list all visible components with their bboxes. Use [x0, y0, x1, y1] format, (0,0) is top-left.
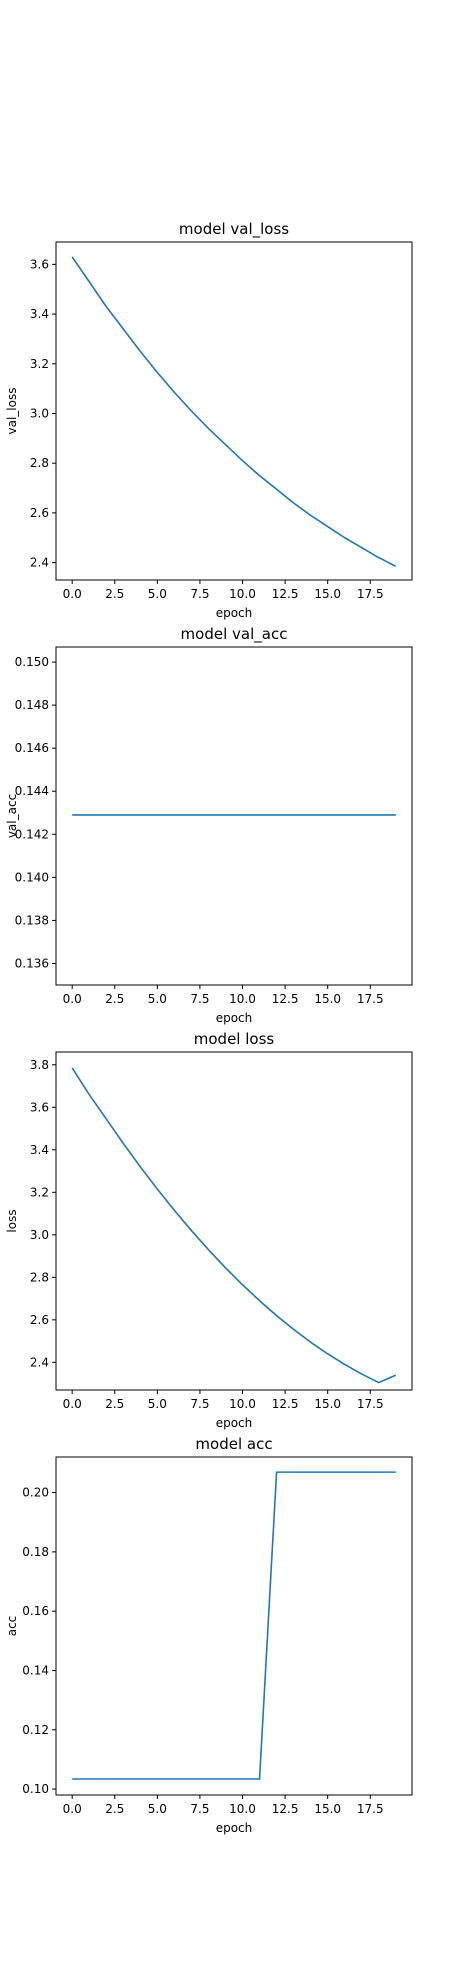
- y-tick-label: 0.138: [15, 913, 49, 927]
- y-axis-label: val_loss: [5, 388, 19, 435]
- chart-title: model loss: [194, 1030, 275, 1048]
- y-axis-label: acc: [5, 1616, 19, 1637]
- series-line: [71, 256, 397, 568]
- x-tick-label: 10.0: [229, 1397, 256, 1411]
- x-tick-label: 7.5: [190, 1397, 209, 1411]
- x-tick-label: 5.0: [148, 1802, 167, 1816]
- x-tick-label: 17.5: [357, 992, 384, 1006]
- x-tick-label: 12.5: [272, 1397, 299, 1411]
- x-tick-label: 7.5: [190, 1802, 209, 1816]
- y-tick-label: 2.8: [30, 1270, 49, 1284]
- x-tick-label: 0.0: [63, 1802, 82, 1816]
- x-tick-label: 2.5: [105, 587, 124, 601]
- chart-panel-acc: model acc epoch acc 0.0 2.5 5.0 7.5 10.0 12.5…: [5, 1435, 413, 1835]
- x-tick-label: 0.0: [63, 1397, 82, 1411]
- x-axis: 0.0 2.5 5.0 7.5 10.0 12.5 15.0 17.5: [63, 985, 384, 1006]
- y-tick-label: 0.146: [15, 741, 49, 755]
- x-tick-label: 15.0: [314, 992, 341, 1006]
- y-axis-label: val_acc: [5, 794, 19, 838]
- x-tick-label: 7.5: [190, 587, 209, 601]
- x-tick-label: 5.0: [148, 992, 167, 1006]
- y-axis-label: loss: [5, 1209, 19, 1232]
- y-tick-label: 2.4: [30, 556, 49, 570]
- x-tick-label: 7.5: [190, 992, 209, 1006]
- y-tick-label: 3.0: [30, 1228, 49, 1242]
- x-axis-label: epoch: [216, 606, 253, 620]
- x-tick-label: 2.5: [105, 1802, 124, 1816]
- x-tick-label: 10.0: [229, 587, 256, 601]
- x-tick-label: 10.0: [229, 1802, 256, 1816]
- y-tick-label: 3.0: [30, 406, 49, 420]
- x-tick-label: 12.5: [272, 1802, 299, 1816]
- y-tick-label: 0.150: [15, 655, 49, 669]
- chart-title: model acc: [195, 1435, 272, 1453]
- x-tick-label: 5.0: [148, 587, 167, 601]
- chart-title: model val_loss: [179, 220, 289, 239]
- chart-title: model val_acc: [181, 625, 288, 644]
- plot-series: [71, 256, 397, 568]
- series-line: [72, 1471, 396, 1780]
- y-tick-label: 0.16: [22, 1604, 49, 1618]
- y-axis: 2.4 2.6 2.8 3.0 3.2 3.4 3.6 3.8: [30, 1058, 56, 1369]
- y-tick-label: 3.8: [30, 1058, 49, 1072]
- y-tick-label: 0.12: [22, 1723, 49, 1737]
- y-axis: 0.10 0.12 0.14 0.16 0.18 0.20: [22, 1486, 56, 1796]
- y-axis: 0.136 0.138 0.140 0.142 0.144 0.146 0.148 0.150: [15, 655, 56, 970]
- x-axis-label: epoch: [216, 1416, 253, 1430]
- y-tick-label: 0.14: [22, 1663, 49, 1677]
- y-tick-label: 0.136: [15, 956, 49, 970]
- y-tick-label: 0.20: [22, 1486, 49, 1500]
- y-tick-label: 3.6: [30, 257, 49, 271]
- x-tick-label: 5.0: [148, 1397, 167, 1411]
- y-tick-label: 3.4: [30, 1143, 49, 1157]
- y-tick-label: 3.2: [30, 1185, 49, 1199]
- y-tick-label: 2.6: [30, 1313, 49, 1327]
- x-axis: 0.0 2.5 5.0 7.5 10.0 12.5 15.0 17.5: [63, 580, 384, 601]
- x-axis: 0.0 2.5 5.0 7.5 10.0 12.5 15.0 17.5: [63, 1795, 384, 1816]
- x-axis: 0.0 2.5 5.0 7.5 10.0 12.5 15.0 17.5: [63, 1390, 384, 1411]
- y-tick-label: 0.10: [22, 1782, 49, 1796]
- x-tick-label: 2.5: [105, 1397, 124, 1411]
- x-axis-label: epoch: [216, 1821, 253, 1835]
- y-tick-label: 3.6: [30, 1100, 49, 1114]
- chart-panel-val-acc: model val_acc epoch val_acc 0.0 2.5 5.0 7.5…: [5, 625, 413, 1025]
- x-tick-label: 15.0: [314, 1802, 341, 1816]
- x-tick-label: 17.5: [357, 1397, 384, 1411]
- x-tick-label: 17.5: [357, 587, 384, 601]
- plot-frame: [55, 241, 413, 581]
- y-tick-label: 3.2: [30, 357, 49, 371]
- x-tick-label: 12.5: [272, 992, 299, 1006]
- y-tick-label: 3.4: [30, 307, 49, 321]
- plot-series: [72, 1471, 396, 1780]
- y-tick-label: 0.148: [15, 698, 49, 712]
- x-tick-label: 0.0: [63, 992, 82, 1006]
- plot-series: [71, 1067, 397, 1384]
- x-tick-label: 2.5: [105, 992, 124, 1006]
- series-line: [71, 1067, 397, 1384]
- y-tick-label: 2.4: [30, 1355, 49, 1369]
- x-tick-label: 15.0: [314, 1397, 341, 1411]
- chart-panel-val-loss: model val_loss epoch val_loss 0.0 2.5 5.0 7…: [5, 220, 413, 620]
- x-tick-label: 12.5: [272, 587, 299, 601]
- y-tick-label: 0.142: [15, 827, 49, 841]
- y-tick-label: 0.144: [15, 784, 49, 798]
- plot-frame: [55, 646, 413, 986]
- x-tick-label: 15.0: [314, 587, 341, 601]
- chart-panel-loss: model loss epoch loss 0.0 2.5 5.0 7.5 10.0 12…: [5, 1030, 413, 1430]
- y-tick-label: 2.6: [30, 506, 49, 520]
- x-tick-label: 10.0: [229, 992, 256, 1006]
- plot-frame: [55, 1456, 413, 1796]
- x-tick-label: 17.5: [357, 1802, 384, 1816]
- plot-frame: [55, 1051, 413, 1391]
- y-tick-label: 2.8: [30, 456, 49, 470]
- x-axis-label: epoch: [216, 1011, 253, 1025]
- y-tick-label: 0.140: [15, 870, 49, 884]
- y-tick-label: 0.18: [22, 1545, 49, 1559]
- x-tick-label: 0.0: [63, 587, 82, 601]
- y-axis: 2.4 2.6 2.8 3.0 3.2 3.4 3.6: [30, 257, 56, 570]
